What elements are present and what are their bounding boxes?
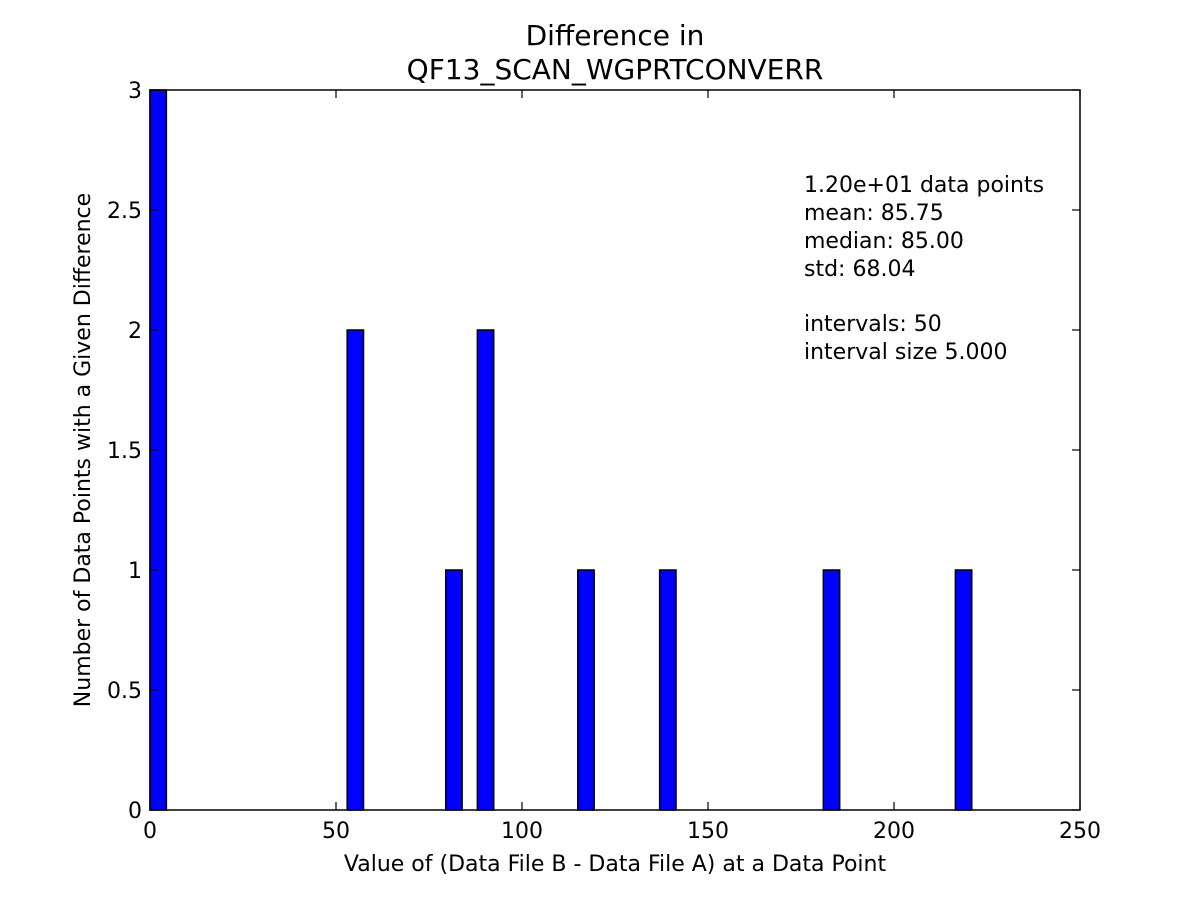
histogram-bar [346,329,365,811]
y-tick-label: 1.5 [107,439,142,464]
y-axis-label: Number of Data Points with a Given Diffe… [71,193,96,707]
histogram-bar [577,569,595,811]
chart-title-line-1: Difference in [526,19,705,52]
x-tick-label: 100 [501,819,543,844]
histogram-bar [658,569,677,811]
x-axis-label: Value of (Data File B - Data File A) at … [344,852,887,877]
stats-line-mean: mean: 85.75 [804,201,944,226]
stats-line-data-points: 1.20e+01 data points [804,173,1044,198]
x-tick-label: 50 [322,819,350,844]
x-tick-label: 200 [873,819,915,844]
histogram-bar [954,569,973,811]
y-tick-label: 2.5 [107,199,142,224]
y-tick-label: 0 [128,799,142,824]
y-tick-label: 1 [128,559,142,584]
stats-line-interval-size: interval size 5.000 [804,340,1008,365]
chart-title-line-2: QF13_SCAN_WGPRTCONVERR [407,53,824,86]
stats-line-std: std: 68.04 [804,257,915,282]
x-tick-label: 150 [687,819,729,844]
y-tick-label: 2 [128,319,142,344]
stats-line-median: median: 85.00 [804,229,964,254]
y-tick-label: 3 [128,79,142,104]
y-tick-label: 0.5 [107,679,142,704]
x-tick-label: 0 [143,819,157,844]
x-tick-label: 250 [1059,819,1101,844]
ticks-group: 0 50 100 150 200 250 0 0.5 1 1.5 2 2.5 3 [107,79,1101,844]
histogram-bar [822,569,841,811]
stats-annotation: 1.20e+01 data points mean: 85.75 median:… [804,173,1044,365]
plot-frame [149,89,1081,811]
histogram-bar [476,329,495,811]
stats-line-intervals: intervals: 50 [804,312,942,337]
histogram-bar [444,569,463,811]
bars-group [149,89,973,811]
